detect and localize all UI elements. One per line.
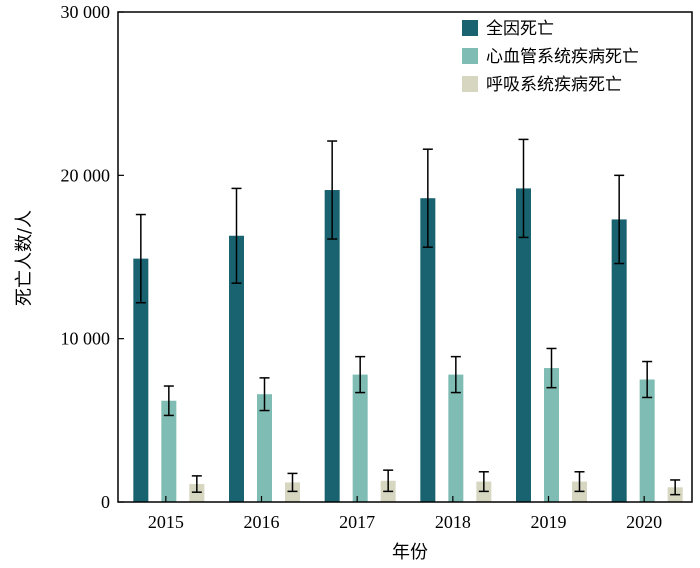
x-tick-label-2016: 2016 xyxy=(244,512,280,532)
bars-layer xyxy=(133,188,683,503)
legend-swatch-1 xyxy=(462,48,478,64)
x-axis-title: 年份 xyxy=(392,542,428,563)
bar-s0-2017 xyxy=(324,190,340,503)
bar-s0-2020 xyxy=(611,219,627,502)
x-tick-label-2015: 2015 xyxy=(148,512,184,532)
bar-s2-2015 xyxy=(189,484,205,502)
x-ticks: 2015 2016 2017 2018 2019 2020 xyxy=(148,496,662,532)
legend-label-0: 全因死亡 xyxy=(486,19,554,39)
bar-s1-2015 xyxy=(161,400,177,502)
legend-swatch-2 xyxy=(462,76,478,92)
bar-s1-2016 xyxy=(257,394,272,502)
y-ticks: 0 10 000 20 000 30 000 xyxy=(61,2,124,512)
bar-s1-2020 xyxy=(639,379,655,502)
y-tick-label-20000: 20 000 xyxy=(61,165,111,185)
x-tick-label-2020: 2020 xyxy=(626,512,662,532)
legend-label-1: 心血管系统疾病死亡 xyxy=(486,47,639,67)
bar-s0-2019 xyxy=(516,188,531,502)
bar-s1-2018 xyxy=(448,374,464,502)
legend-label-2: 呼吸系统疾病死亡 xyxy=(486,75,622,95)
y-tick-label-0: 0 xyxy=(101,492,110,512)
y-tick-label-30000: 30 000 xyxy=(61,2,111,22)
x-tick-label-2019: 2019 xyxy=(531,512,567,532)
bar-s0-2018 xyxy=(420,198,436,502)
bar-s2-2016 xyxy=(285,482,300,502)
bar-s0-2016 xyxy=(229,235,244,502)
bar-s0-2015 xyxy=(133,258,149,502)
error-bars-layer xyxy=(135,138,681,496)
plot-frame xyxy=(117,11,693,503)
y-tick-label-10000: 10 000 xyxy=(61,329,111,349)
axes xyxy=(117,11,693,503)
y-axis-title: 死亡人数/人 xyxy=(14,210,35,306)
x-tick-label-2018: 2018 xyxy=(435,512,471,532)
bar-s1-2019 xyxy=(544,368,559,502)
legend-swatch-0 xyxy=(462,20,478,36)
x-tick-label-2017: 2017 xyxy=(339,512,375,532)
bar-s1-2017 xyxy=(352,374,368,502)
